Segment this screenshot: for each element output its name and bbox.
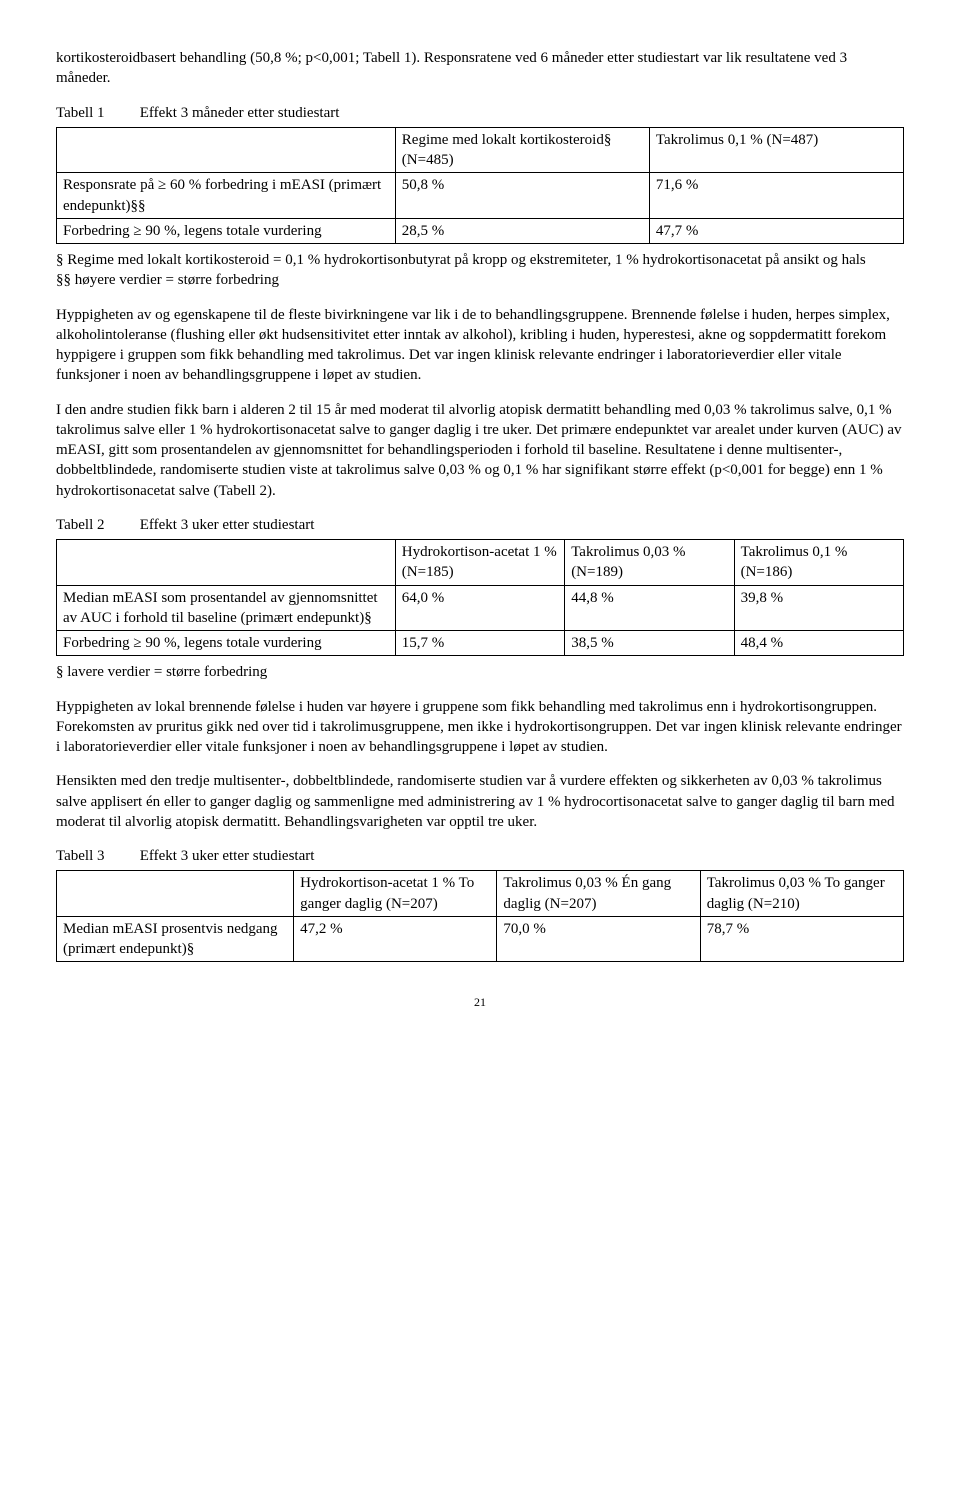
table2-r1-c1: 64,0 %: [395, 585, 564, 631]
table1-fn1: § Regime med lokalt kortikosteroid = 0,1…: [56, 250, 904, 270]
table2-h-empty: [57, 540, 396, 586]
table3-caption: Tabell 3 Effekt 3 uker etter studiestart: [56, 846, 904, 866]
paragraph-5: Hensikten med den tredje multisenter-, d…: [56, 771, 904, 832]
table3-r1-label: Median mEASI prosentvis nedgang (primært…: [57, 916, 294, 962]
table1-footnotes: § Regime med lokalt kortikosteroid = 0,1…: [56, 250, 904, 291]
table1: Regime med lokalt kortikosteroid§ (N=485…: [56, 127, 904, 244]
table2-r1-c3: 39,8 %: [734, 585, 903, 631]
table2-h-col3: Takrolimus 0,1 % (N=186): [734, 540, 903, 586]
table1-r1-c1: 50,8 %: [395, 173, 649, 219]
table2-caption: Tabell 2 Effekt 3 uker etter studiestart: [56, 515, 904, 535]
table2-footnote: § lavere verdier = større forbedring: [56, 662, 904, 682]
table2-r1-label: Median mEASI som prosentandel av gjennom…: [57, 585, 396, 631]
page-number: 21: [56, 994, 904, 1010]
table1-r2-c1: 28,5 %: [395, 218, 649, 243]
table2-h-col1: Hydrokortison-acetat 1 % (N=185): [395, 540, 564, 586]
table3-r1-c3: 78,7 %: [700, 916, 903, 962]
table3-title: Effekt 3 uker etter studiestart: [140, 848, 315, 864]
table1-caption: Tabell 1 Effekt 3 måneder etter studiest…: [56, 103, 904, 123]
table1-title: Effekt 3 måneder etter studiestart: [140, 105, 340, 121]
table2-r1-c2: 44,8 %: [565, 585, 734, 631]
intro-paragraph: kortikosteroidbasert behandling (50,8 %;…: [56, 48, 904, 89]
table3-h-col1: Hydrokortison-acetat 1 % To ganger dagli…: [294, 871, 497, 917]
table1-r1-c2: 71,6 %: [649, 173, 903, 219]
table3-h-col2: Takrolimus 0,03 % Én gang daglig (N=207): [497, 871, 700, 917]
table1-h-col1: Regime med lokalt kortikosteroid§ (N=485…: [395, 127, 649, 173]
table1-fn2: §§ høyere verdier = større forbedring: [56, 270, 904, 290]
table2-r2-c2: 38,5 %: [565, 631, 734, 656]
table2-r2-label: Forbedring ≥ 90 %, legens totale vurderi…: [57, 631, 396, 656]
table2: Hydrokortison-acetat 1 % (N=185) Takroli…: [56, 539, 904, 656]
paragraph-2: Hyppigheten av og egenskapene til de fle…: [56, 305, 904, 386]
table1-h-col2: Takrolimus 0,1 % (N=487): [649, 127, 903, 173]
table3-h-empty: [57, 871, 294, 917]
table3-r1-c1: 47,2 %: [294, 916, 497, 962]
table1-label: Tabell 1: [56, 103, 136, 123]
table3: Hydrokortison-acetat 1 % To ganger dagli…: [56, 870, 904, 962]
table1-r1-label: Responsrate på ≥ 60 % forbedring i mEASI…: [57, 173, 396, 219]
table3-r1-c2: 70,0 %: [497, 916, 700, 962]
table2-title: Effekt 3 uker etter studiestart: [140, 517, 315, 533]
table1-r2-c2: 47,7 %: [649, 218, 903, 243]
table1-r2-label: Forbedring ≥ 90 %, legens totale vurderi…: [57, 218, 396, 243]
table3-label: Tabell 3: [56, 846, 136, 866]
paragraph-3: I den andre studien fikk barn i alderen …: [56, 400, 904, 501]
table1-h-empty: [57, 127, 396, 173]
table2-h-col2: Takrolimus 0,03 % (N=189): [565, 540, 734, 586]
table2-r2-c1: 15,7 %: [395, 631, 564, 656]
table2-label: Tabell 2: [56, 515, 136, 535]
table3-h-col3: Takrolimus 0,03 % To ganger daglig (N=21…: [700, 871, 903, 917]
table2-r2-c3: 48,4 %: [734, 631, 903, 656]
paragraph-4: Hyppigheten av lokal brennende følelse i…: [56, 697, 904, 758]
